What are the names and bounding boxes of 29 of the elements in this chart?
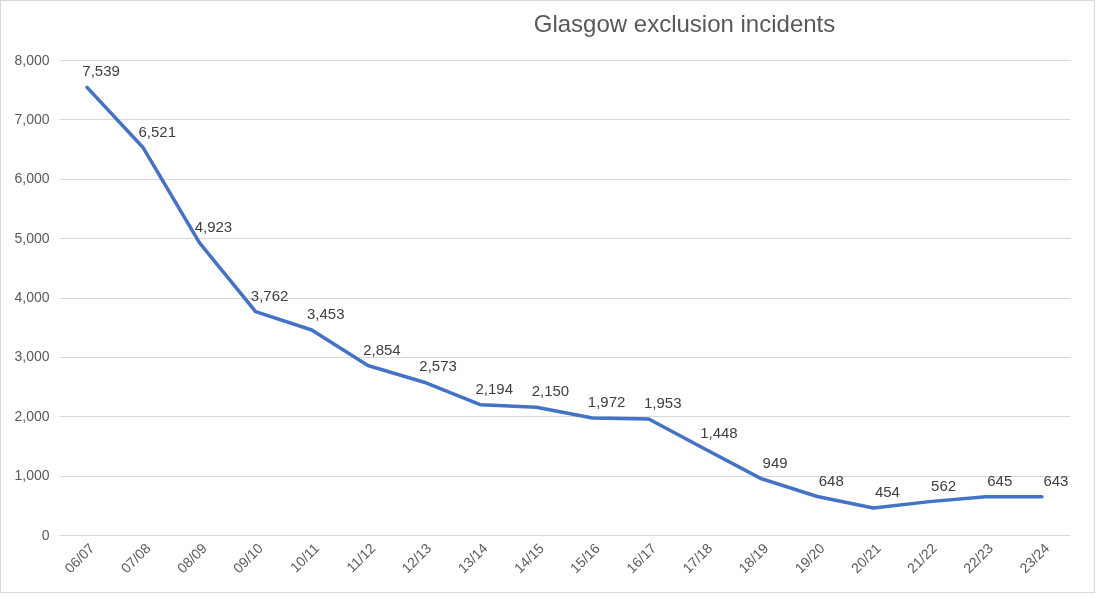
data-label: 4,923 — [194, 217, 233, 235]
y-tick-label: 6,000 — [14, 170, 50, 187]
y-tick-label: 1,000 — [14, 467, 50, 484]
data-label: 1,448 — [700, 424, 738, 442]
data-label: 949 — [762, 453, 788, 471]
data-label: 454 — [874, 483, 900, 501]
data-label: 643 — [1043, 471, 1069, 489]
data-label: 1,972 — [587, 392, 626, 410]
y-tick-label: 8,000 — [14, 51, 50, 68]
chart-title: Glasgow exclusion incidents — [533, 10, 836, 37]
data-label: 2,150 — [531, 382, 570, 400]
data-label: 2,194 — [475, 379, 514, 397]
data-label: 2,573 — [419, 357, 457, 375]
data-label: 645 — [987, 471, 1013, 489]
data-label: 1,953 — [643, 394, 682, 412]
data-label: 3,762 — [250, 286, 289, 304]
y-tick-label: 5,000 — [14, 229, 50, 246]
y-tick-label: 0 — [41, 526, 50, 543]
line-series — [85, 85, 1044, 510]
y-tick-label: 3,000 — [14, 348, 50, 365]
data-label: 2,854 — [363, 340, 401, 358]
data-label: 3,453 — [306, 304, 345, 322]
y-tick-label: 2,000 — [14, 407, 50, 424]
y-tick-label: 4,000 — [14, 289, 50, 305]
data-label: 7,539 — [82, 62, 120, 80]
y-tick-label: 7,000 — [14, 110, 50, 127]
data-label: 6,521 — [138, 122, 177, 140]
data-label: 648 — [818, 471, 844, 489]
data-label: 562 — [931, 476, 957, 494]
